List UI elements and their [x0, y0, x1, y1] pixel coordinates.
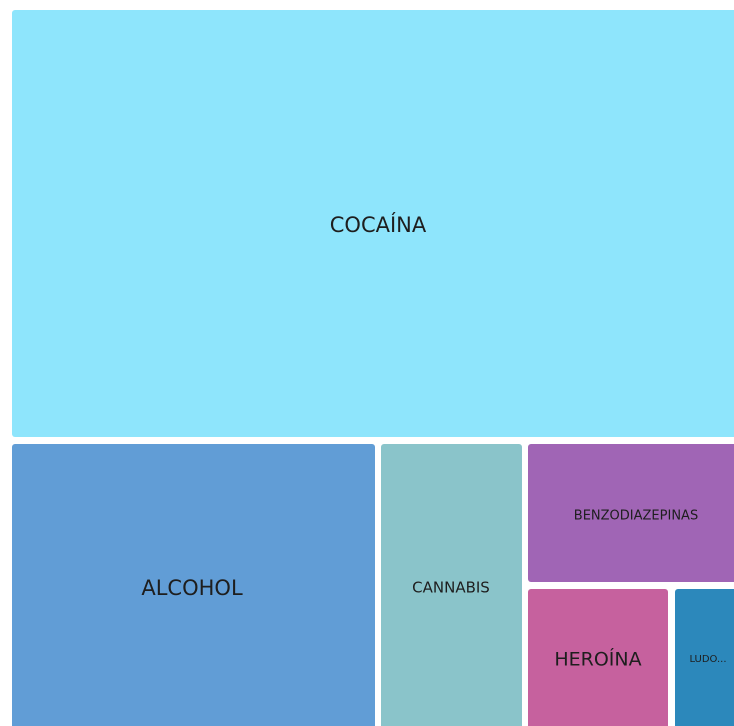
- tile-label: COCAÍNA: [330, 212, 427, 237]
- tile-rect: [528, 444, 734, 582]
- tile-rect: [675, 589, 734, 726]
- tile-label: CANNABIS: [412, 579, 490, 597]
- tile-label: HEROÍNA: [554, 648, 641, 671]
- tile[interactable]: HEROÍNA: [528, 589, 668, 726]
- tile-label: LUDO...: [689, 654, 726, 665]
- tile-rect: [381, 444, 522, 726]
- tile-rect: [12, 444, 375, 726]
- tile-label: BENZODIAZEPINAS: [574, 509, 698, 524]
- tile[interactable]: ALCOHOL: [12, 444, 375, 726]
- tile[interactable]: BENZODIAZEPINAS: [528, 444, 734, 582]
- tile-rect: [528, 589, 668, 726]
- tile-label: ALCOHOL: [141, 576, 243, 600]
- tile[interactable]: LUDO...: [675, 589, 734, 726]
- tile[interactable]: COCAÍNA: [12, 10, 734, 437]
- tile[interactable]: CANNABIS: [381, 444, 522, 726]
- tile-rect: [12, 10, 734, 437]
